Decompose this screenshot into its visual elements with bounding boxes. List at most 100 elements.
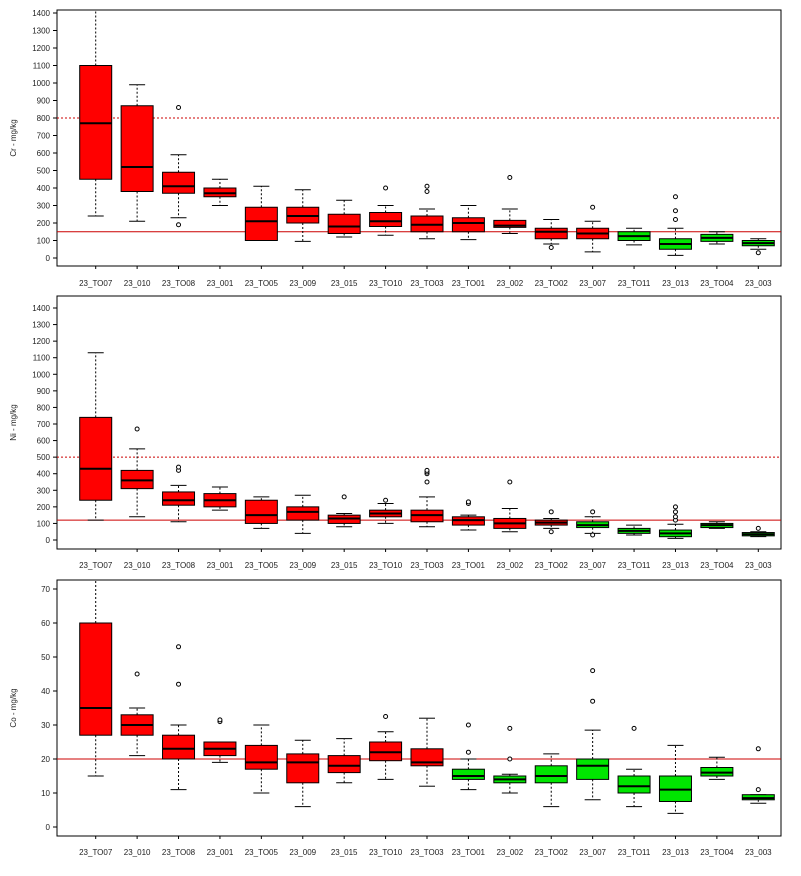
x-tick-label: 23_TO11 bbox=[618, 279, 651, 288]
chart-panel-3: 0 10 20 30 40 50 60 70 Co - mg/kg 23_TO07 23_010 23… bbox=[9, 579, 782, 857]
box-23_TO11 bbox=[617, 775, 651, 794]
box-23_TO01 bbox=[451, 217, 485, 233]
x-tick-label: 23_TO10 bbox=[369, 279, 403, 288]
x-tick-label: 23_TO08 bbox=[162, 279, 196, 288]
y-tick-label: 700 bbox=[37, 132, 51, 141]
y-tick-label: 40 bbox=[41, 687, 50, 696]
outlier-point bbox=[176, 464, 182, 470]
x-tick-label: 23_015 bbox=[331, 279, 358, 288]
x-tick-label: 23_TO08 bbox=[162, 848, 196, 857]
outlier-point bbox=[548, 529, 554, 535]
outlier-point bbox=[590, 698, 596, 704]
y-axis-label: Cr - mg/kg bbox=[9, 119, 18, 156]
box-23_TO05 bbox=[244, 206, 278, 241]
y-tick-label: 300 bbox=[37, 486, 51, 495]
y-tick-label: 1400 bbox=[32, 304, 50, 313]
y-tick-label: 800 bbox=[37, 403, 51, 412]
x-tick-label: 23_TO08 bbox=[162, 561, 196, 570]
box-23_015 bbox=[327, 213, 361, 234]
box-23_009 bbox=[286, 753, 320, 784]
boxes-group bbox=[79, 352, 775, 539]
x-tick-label: 23_010 bbox=[124, 848, 151, 857]
outlier-point bbox=[383, 714, 389, 719]
box-23_TO02 bbox=[534, 765, 568, 784]
box-23_TO07 bbox=[79, 622, 113, 736]
outlier-point bbox=[507, 725, 513, 731]
outlier-point bbox=[134, 671, 140, 677]
outlier-point bbox=[755, 525, 761, 531]
outlier-point bbox=[672, 194, 678, 200]
outlier-point bbox=[755, 250, 761, 256]
x-tick-label: 23_002 bbox=[496, 561, 523, 570]
boxes-group bbox=[79, 10, 775, 256]
y-axis-label: Ni - mg/kg bbox=[9, 404, 18, 440]
outlier-point bbox=[176, 644, 182, 650]
outlier-point bbox=[176, 222, 182, 228]
boxes-group bbox=[79, 580, 775, 814]
x-tick-label: 23_003 bbox=[745, 848, 772, 857]
y-tick-label: 10 bbox=[41, 789, 50, 798]
outlier-point bbox=[548, 245, 554, 250]
y-tick-label: 500 bbox=[37, 167, 51, 176]
x-tick-label: 23_TO07 bbox=[79, 848, 113, 857]
y-tick-label: 1200 bbox=[32, 337, 50, 346]
x-tick-label: 23_TO05 bbox=[245, 561, 279, 570]
y-tick-label: 500 bbox=[37, 453, 51, 462]
outlier-point bbox=[590, 668, 596, 674]
outlier-point bbox=[424, 183, 430, 189]
y-tick-label: 200 bbox=[37, 219, 51, 228]
box-23_TO10 bbox=[369, 212, 403, 227]
y-tick-label: 100 bbox=[37, 237, 51, 246]
y-tick-label: 1400 bbox=[32, 9, 50, 18]
outlier-point bbox=[672, 504, 678, 510]
y-tick-label: 600 bbox=[37, 149, 51, 158]
chart-panel-1: 0 100 200 300 400 500 600 700 800 900 1000 1100 1200… bbox=[9, 9, 782, 288]
y-tick-label: 1100 bbox=[33, 354, 51, 363]
x-tick-label: 23_TO11 bbox=[618, 561, 651, 570]
x-tick-label: 23_TO03 bbox=[410, 848, 444, 857]
x-tick-label: 23_TO03 bbox=[410, 561, 444, 570]
x-tick-label: 23_007 bbox=[579, 561, 606, 570]
y-tick-label: 70 bbox=[41, 585, 50, 594]
box-23_TO07 bbox=[79, 416, 113, 501]
outlier-point bbox=[424, 467, 430, 473]
box-23_007 bbox=[576, 758, 610, 780]
outlier-point bbox=[424, 189, 430, 194]
x-tick-label: 23_003 bbox=[745, 561, 772, 570]
y-axis-label: Co - mg/kg bbox=[9, 688, 18, 727]
y-tick-label: 1000 bbox=[32, 370, 50, 379]
x-tick-label: 23_TO11 bbox=[618, 848, 651, 857]
outlier-point bbox=[341, 494, 347, 500]
box-23_TO05 bbox=[244, 499, 278, 524]
outlier-point bbox=[465, 722, 471, 728]
x-tick-label: 23_015 bbox=[331, 848, 358, 857]
outlier-point bbox=[548, 509, 554, 515]
x-tick-label: 23_001 bbox=[207, 279, 234, 288]
x-tick-label: 23_009 bbox=[289, 848, 316, 857]
x-tick-label: 23_007 bbox=[579, 848, 606, 857]
box-23_TO05 bbox=[244, 744, 278, 770]
box-23_TO08 bbox=[162, 171, 196, 194]
plot-frame bbox=[56, 295, 782, 550]
x-tick-label: 23_TO04 bbox=[700, 561, 734, 570]
y-tick-label: 1200 bbox=[32, 44, 50, 53]
y-tick-label: 900 bbox=[37, 97, 51, 106]
outlier-point bbox=[217, 717, 223, 723]
y-tick-label: 900 bbox=[37, 387, 51, 396]
x-tick-label: 23_TO10 bbox=[369, 848, 403, 857]
y-tick-label: 100 bbox=[37, 519, 51, 528]
x-tick-label: 23_TO05 bbox=[245, 279, 279, 288]
x-tick-label: 23_TO04 bbox=[700, 279, 734, 288]
outlier-point bbox=[507, 479, 513, 485]
outlier-point bbox=[134, 426, 140, 432]
x-tick-label: 23_013 bbox=[662, 279, 689, 288]
outlier-point bbox=[672, 217, 678, 222]
outlier-point bbox=[507, 175, 513, 180]
y-tick-label: 30 bbox=[41, 721, 50, 730]
box-23_TO08 bbox=[162, 491, 196, 506]
y-tick-label: 0 bbox=[46, 823, 51, 832]
outlier-point bbox=[176, 681, 182, 687]
y-tick-label: 20 bbox=[41, 755, 50, 764]
x-tick-label: 23_TO01 bbox=[452, 561, 486, 570]
